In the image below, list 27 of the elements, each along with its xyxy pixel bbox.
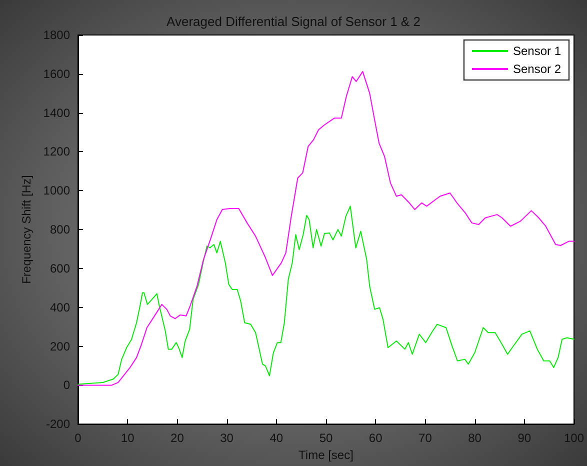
y-tick-label: 800 — [50, 222, 70, 237]
x-tick-label: 40 — [270, 431, 284, 446]
y-tick-label: 1400 — [43, 106, 70, 120]
x-axis-title: Time [sec] — [298, 448, 354, 462]
x-tick-label: 90 — [518, 431, 532, 446]
x-tick-label: 20 — [170, 431, 184, 446]
x-tick-label: 10 — [120, 431, 135, 446]
y-tick-label: -200 — [46, 417, 70, 432]
x-tick-label: 60 — [368, 431, 383, 446]
y-tick-label: 0 — [63, 378, 70, 392]
legend-label: Sensor 2 — [512, 62, 562, 76]
chart-title: Averaged Differential Signal of Sensor 1 & 2 — [166, 14, 420, 29]
y-tick-label: 1200 — [43, 144, 70, 159]
x-tick-label: 0 — [74, 431, 82, 446]
legend-label: Sensor 1 — [512, 44, 562, 58]
y-tick-label: 1600 — [43, 66, 70, 81]
y-tick-label: 1800 — [43, 28, 70, 42]
x-tick-label: 80 — [468, 431, 482, 446]
x-tick-label: 70 — [418, 431, 432, 446]
y-tick-label: 1000 — [43, 184, 70, 198]
y-tick-label: 400 — [50, 300, 70, 314]
x-tick-label: 50 — [319, 431, 333, 446]
y-tick-label: 600 — [50, 261, 70, 276]
line-series — [78, 206, 574, 385]
y-axis-title: Frequency Shift [Hz] — [19, 175, 34, 284]
y-tick-label: 200 — [50, 339, 70, 354]
x-tick-label: 30 — [220, 431, 234, 446]
